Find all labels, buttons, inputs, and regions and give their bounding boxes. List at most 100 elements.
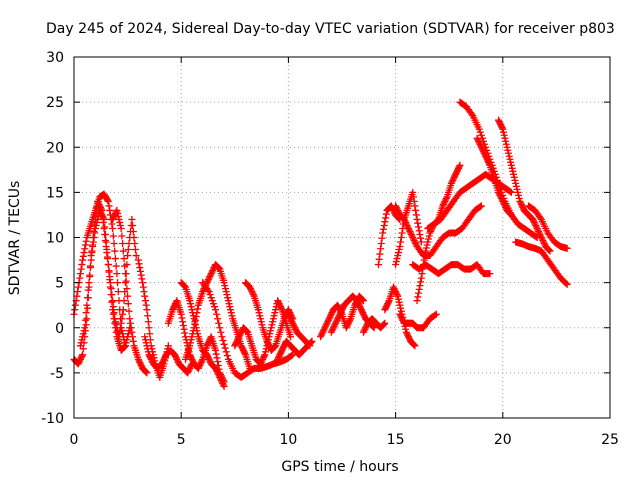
- data-point: [140, 288, 148, 296]
- y-axis: -10 -5 0 5 10 15 20 25 30: [41, 50, 610, 427]
- data-point: [394, 295, 402, 303]
- data-point: [486, 270, 494, 278]
- data-point: [259, 355, 267, 363]
- data-point: [71, 306, 79, 314]
- data-point: [482, 152, 490, 160]
- data-point: [270, 343, 278, 351]
- data-point: [215, 372, 223, 380]
- data-point: [356, 303, 364, 311]
- data-point: [247, 285, 255, 293]
- data-point: [142, 301, 150, 309]
- data-point: [451, 172, 459, 180]
- data-point: [382, 210, 390, 218]
- data-point: [406, 227, 414, 235]
- series-track-6: [141, 333, 196, 377]
- data-point: [499, 197, 507, 205]
- data-point: [319, 328, 327, 336]
- data-point: [505, 149, 513, 157]
- data-point: [405, 334, 413, 342]
- series-track-30: [525, 202, 571, 252]
- data-point: [339, 304, 347, 312]
- data-point: [208, 297, 216, 305]
- data-point: [379, 225, 387, 233]
- data-point: [111, 247, 119, 255]
- data-point: [262, 348, 270, 356]
- series-track-23: [409, 261, 494, 278]
- data-point: [539, 237, 547, 245]
- data-point: [421, 252, 429, 260]
- data-point: [358, 307, 366, 315]
- data-point: [193, 309, 201, 317]
- data-point: [413, 215, 421, 223]
- data-point: [413, 297, 421, 305]
- data-point: [537, 234, 545, 241]
- data-point: [288, 318, 296, 326]
- data-point: [411, 238, 419, 246]
- data-point: [169, 304, 177, 312]
- data-point: [128, 328, 136, 336]
- data-point: [287, 315, 295, 323]
- data-point: [79, 330, 87, 338]
- data-point: [97, 205, 105, 213]
- data-point: [227, 306, 235, 314]
- data-point: [323, 319, 331, 327]
- data-point: [255, 309, 263, 317]
- data-point: [82, 237, 90, 245]
- data-point: [495, 190, 503, 198]
- data-point: [417, 274, 425, 282]
- data-point: [346, 316, 354, 324]
- data-point: [109, 310, 117, 318]
- data-point: [358, 295, 366, 303]
- data-point: [396, 310, 404, 318]
- data-point: [144, 318, 152, 326]
- data-point: [500, 131, 508, 139]
- data-point: [382, 303, 390, 311]
- data-point: [186, 352, 194, 360]
- data-point: [476, 203, 484, 211]
- y-tick-label: 10: [46, 231, 64, 247]
- data-point: [381, 218, 389, 226]
- data-point: [510, 170, 518, 178]
- data-point: [409, 235, 417, 243]
- data-point: [112, 208, 120, 216]
- data-point: [391, 286, 399, 294]
- data-point: [394, 292, 402, 300]
- data-point: [203, 351, 211, 359]
- data-point: [86, 264, 94, 272]
- data-point: [114, 288, 122, 296]
- data-point: [397, 304, 405, 312]
- data-point: [280, 342, 288, 350]
- data-point: [213, 310, 221, 318]
- data-point: [327, 310, 335, 318]
- data-point: [188, 333, 196, 341]
- data-point: [333, 316, 341, 324]
- data-point: [563, 280, 571, 288]
- data-point: [502, 137, 510, 145]
- data-point: [131, 240, 139, 248]
- data-point: [269, 318, 277, 326]
- data-point: [452, 170, 460, 178]
- data-point: [381, 306, 389, 314]
- data-point: [505, 152, 513, 160]
- data-point: [74, 360, 82, 368]
- data-point: [114, 209, 122, 217]
- data-point: [275, 300, 283, 308]
- data-point: [76, 270, 84, 278]
- data-point: [136, 267, 144, 275]
- data-point: [357, 306, 365, 314]
- data-point: [344, 319, 352, 327]
- data-point: [199, 288, 207, 296]
- data-point: [171, 351, 179, 359]
- data-point: [504, 146, 512, 154]
- data-point: [117, 319, 125, 327]
- data-point: [214, 315, 222, 323]
- data-point: [416, 230, 424, 238]
- data-point: [216, 324, 224, 332]
- data-point: [76, 357, 84, 365]
- data-point: [500, 128, 508, 136]
- data-point: [238, 343, 246, 351]
- data-point: [540, 238, 548, 246]
- data-point: [397, 234, 405, 241]
- data-point: [514, 188, 522, 196]
- data-point: [332, 318, 340, 326]
